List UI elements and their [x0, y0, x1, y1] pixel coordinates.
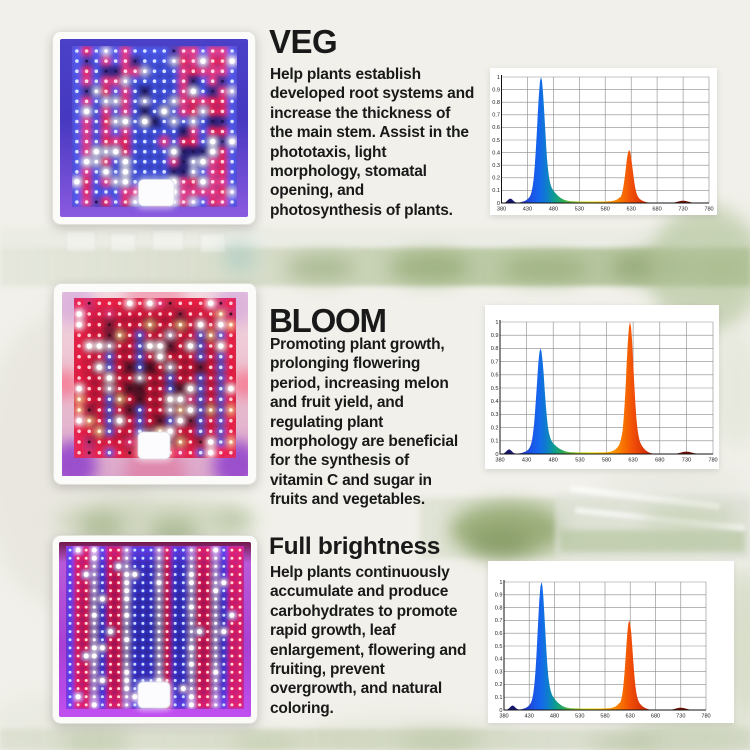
svg-text:0.4: 0.4: [495, 657, 503, 663]
svg-text:0.1: 0.1: [491, 439, 499, 445]
svg-text:730: 730: [676, 714, 685, 720]
svg-text:530: 530: [575, 714, 584, 720]
svg-text:730: 730: [678, 207, 687, 213]
svg-text:0.4: 0.4: [491, 399, 499, 405]
svg-text:0.9: 0.9: [492, 87, 500, 93]
svg-text:0.3: 0.3: [492, 163, 500, 169]
svg-text:0.7: 0.7: [495, 618, 503, 624]
svg-text:430: 430: [523, 207, 532, 213]
svg-text:630: 630: [627, 207, 636, 213]
svg-text:0.9: 0.9: [495, 593, 503, 599]
svg-text:680: 680: [652, 207, 661, 213]
svg-text:0: 0: [495, 452, 498, 458]
svg-text:780: 780: [701, 714, 710, 720]
svg-text:1: 1: [497, 75, 500, 81]
svg-text:0.1: 0.1: [492, 188, 500, 194]
svg-text:0.2: 0.2: [491, 425, 499, 431]
svg-text:0.1: 0.1: [495, 695, 503, 701]
svg-text:0.8: 0.8: [492, 100, 500, 106]
svg-text:0.3: 0.3: [491, 412, 499, 418]
svg-text:730: 730: [682, 458, 691, 464]
svg-text:0.2: 0.2: [495, 682, 503, 688]
svg-text:430: 430: [525, 714, 534, 720]
svg-text:0.2: 0.2: [492, 176, 500, 182]
svg-text:0.8: 0.8: [495, 605, 503, 611]
svg-text:0.6: 0.6: [492, 125, 500, 131]
svg-text:630: 630: [628, 458, 637, 464]
svg-text:380: 380: [495, 458, 504, 464]
svg-text:0.9: 0.9: [491, 333, 499, 339]
svg-text:380: 380: [497, 207, 506, 213]
svg-text:780: 780: [708, 458, 717, 464]
svg-text:380: 380: [499, 714, 508, 720]
svg-text:530: 530: [575, 207, 584, 213]
svg-text:0.6: 0.6: [491, 373, 499, 379]
svg-text:0.5: 0.5: [491, 386, 499, 392]
svg-text:780: 780: [704, 207, 713, 213]
svg-text:0.6: 0.6: [495, 631, 503, 637]
svg-text:1: 1: [499, 580, 502, 586]
svg-text:580: 580: [602, 458, 611, 464]
svg-text:0.3: 0.3: [495, 669, 503, 675]
svg-text:530: 530: [575, 458, 584, 464]
svg-text:0.7: 0.7: [492, 113, 500, 119]
svg-text:0.7: 0.7: [491, 359, 499, 365]
svg-text:480: 480: [549, 207, 558, 213]
svg-text:0.5: 0.5: [492, 138, 500, 144]
svg-text:630: 630: [626, 714, 635, 720]
svg-text:0.4: 0.4: [492, 150, 500, 156]
svg-text:480: 480: [549, 458, 558, 464]
svg-text:1: 1: [495, 320, 498, 326]
svg-text:0: 0: [497, 201, 500, 207]
svg-text:680: 680: [651, 714, 660, 720]
svg-text:430: 430: [522, 458, 531, 464]
svg-text:0.8: 0.8: [491, 346, 499, 352]
svg-text:580: 580: [601, 207, 610, 213]
svg-text:480: 480: [550, 714, 559, 720]
svg-text:580: 580: [600, 714, 609, 720]
svg-text:0: 0: [499, 708, 502, 714]
svg-text:680: 680: [655, 458, 664, 464]
svg-text:0.5: 0.5: [495, 644, 503, 650]
